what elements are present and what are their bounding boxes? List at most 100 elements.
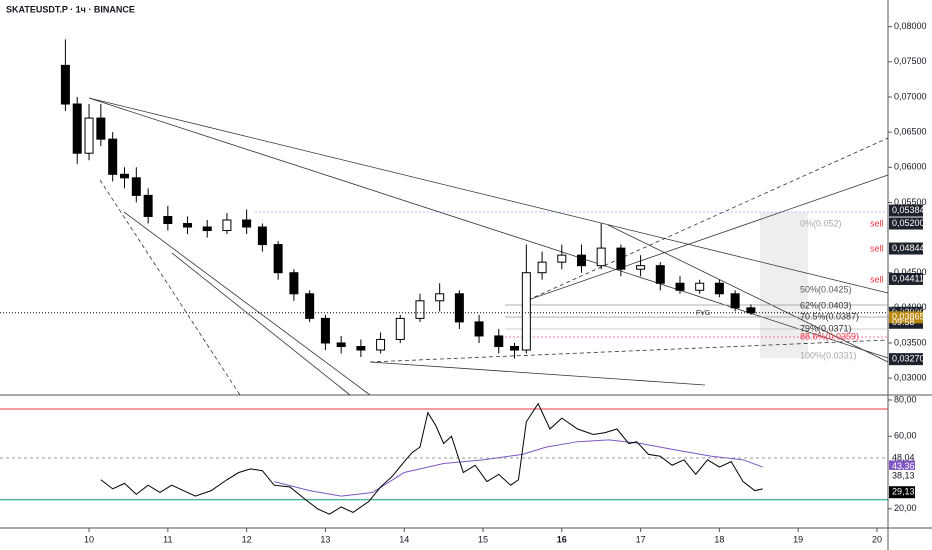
x-tick-label: 10 — [84, 534, 94, 544]
fib-label: 62%(0.0403) — [800, 300, 852, 310]
y-tick-label: 0,05500 — [894, 197, 927, 207]
fib-label: 0%(0.052) — [800, 218, 842, 228]
y-tick-label: 0,03500 — [894, 337, 927, 347]
candle-body — [557, 254, 567, 263]
price-label-bg — [889, 204, 923, 217]
candle-body — [494, 335, 504, 348]
candle — [730, 290, 740, 312]
candle-body — [305, 293, 315, 319]
trend-line-dashed — [99, 179, 241, 396]
candle-body — [84, 117, 94, 154]
price-label: 0,04411 — [892, 273, 924, 283]
trend-line — [88, 97, 889, 359]
candle — [616, 244, 626, 277]
candle — [435, 283, 445, 312]
candle-body — [435, 293, 445, 302]
fib-label: 50%(0.0425) — [800, 284, 852, 294]
candle-body — [320, 317, 330, 344]
price-label: 0,04844 — [892, 243, 925, 253]
candle-body — [596, 247, 606, 267]
price-label-bg — [889, 217, 923, 230]
candle-body — [143, 194, 153, 217]
value-label: 48,04 — [892, 452, 915, 462]
value-label: 29,13 — [892, 487, 915, 497]
value-label-bg — [889, 460, 915, 473]
x-tick-label: 20 — [872, 534, 882, 544]
candle — [131, 167, 141, 203]
fib-label: 100%(0.0331) — [800, 350, 857, 360]
x-tick-label: 16 — [557, 534, 567, 544]
candle-body — [289, 272, 299, 295]
x-tick-label: 11 — [163, 534, 172, 544]
trend-line — [171, 252, 351, 396]
candle — [84, 104, 94, 161]
candle — [257, 223, 267, 252]
trend-line — [607, 224, 889, 363]
fib-box — [760, 212, 808, 358]
candle-body — [576, 254, 586, 267]
candle — [636, 255, 646, 277]
price-label: 0,05200 — [892, 218, 925, 228]
candle — [336, 335, 346, 354]
candle-body — [202, 226, 212, 232]
candle-body — [257, 226, 267, 246]
candle — [557, 244, 567, 270]
price-label: 0,05384 — [892, 205, 925, 215]
candle — [305, 290, 315, 322]
y-tick-label: 0,03000 — [894, 373, 927, 383]
candle — [143, 188, 153, 224]
candle — [356, 339, 366, 358]
candle — [675, 276, 685, 294]
candle-body — [273, 244, 283, 274]
fib-label: 79%(0.0371) — [800, 323, 852, 333]
fib-label: 70.5%(0.0387) — [800, 311, 859, 321]
candle-body — [163, 215, 173, 225]
candle-body — [616, 247, 626, 270]
candle — [242, 209, 252, 235]
x-tick-label: 15 — [478, 534, 488, 544]
y-tick-label: 60,00 — [894, 431, 917, 441]
candle — [163, 205, 173, 231]
candle-body — [96, 117, 106, 140]
trend-line — [88, 97, 889, 294]
fvg-label: FVG — [696, 310, 710, 317]
candle-body — [521, 272, 531, 351]
trend-line — [527, 174, 889, 301]
candle-body — [183, 223, 193, 228]
candle — [596, 223, 606, 270]
y-tick-label: 20,00 — [894, 503, 917, 513]
drawings — [88, 97, 889, 396]
fib-label: 88.6%(0.0359) — [800, 331, 859, 341]
candle — [521, 244, 531, 354]
candle-body — [356, 346, 366, 351]
price-label-bg — [889, 353, 923, 366]
candle — [108, 132, 118, 182]
price-label: 0,03270 — [892, 354, 925, 364]
x-tick-label: 13 — [320, 534, 330, 544]
candle — [474, 314, 484, 343]
candle-body — [714, 282, 724, 295]
price-label-bg — [889, 272, 923, 285]
x-tick-label: 12 — [242, 534, 252, 544]
x-tick-label: 17 — [636, 534, 646, 544]
candle — [494, 328, 504, 354]
candle — [395, 314, 405, 343]
value-label-bg — [889, 469, 915, 482]
candle-body — [636, 265, 646, 270]
candle — [655, 262, 665, 291]
candle — [202, 219, 212, 238]
candle — [183, 216, 193, 235]
y-tick-label: 0,04500 — [894, 267, 927, 277]
price-label-bg — [889, 242, 923, 255]
candle-body — [72, 103, 82, 154]
candle-body — [746, 307, 756, 314]
candle — [415, 293, 425, 322]
candle-body — [510, 346, 520, 351]
candle — [222, 212, 232, 235]
candle-body — [675, 282, 685, 291]
candle — [537, 251, 547, 280]
candle-body — [537, 261, 547, 274]
candle-body — [415, 300, 425, 319]
